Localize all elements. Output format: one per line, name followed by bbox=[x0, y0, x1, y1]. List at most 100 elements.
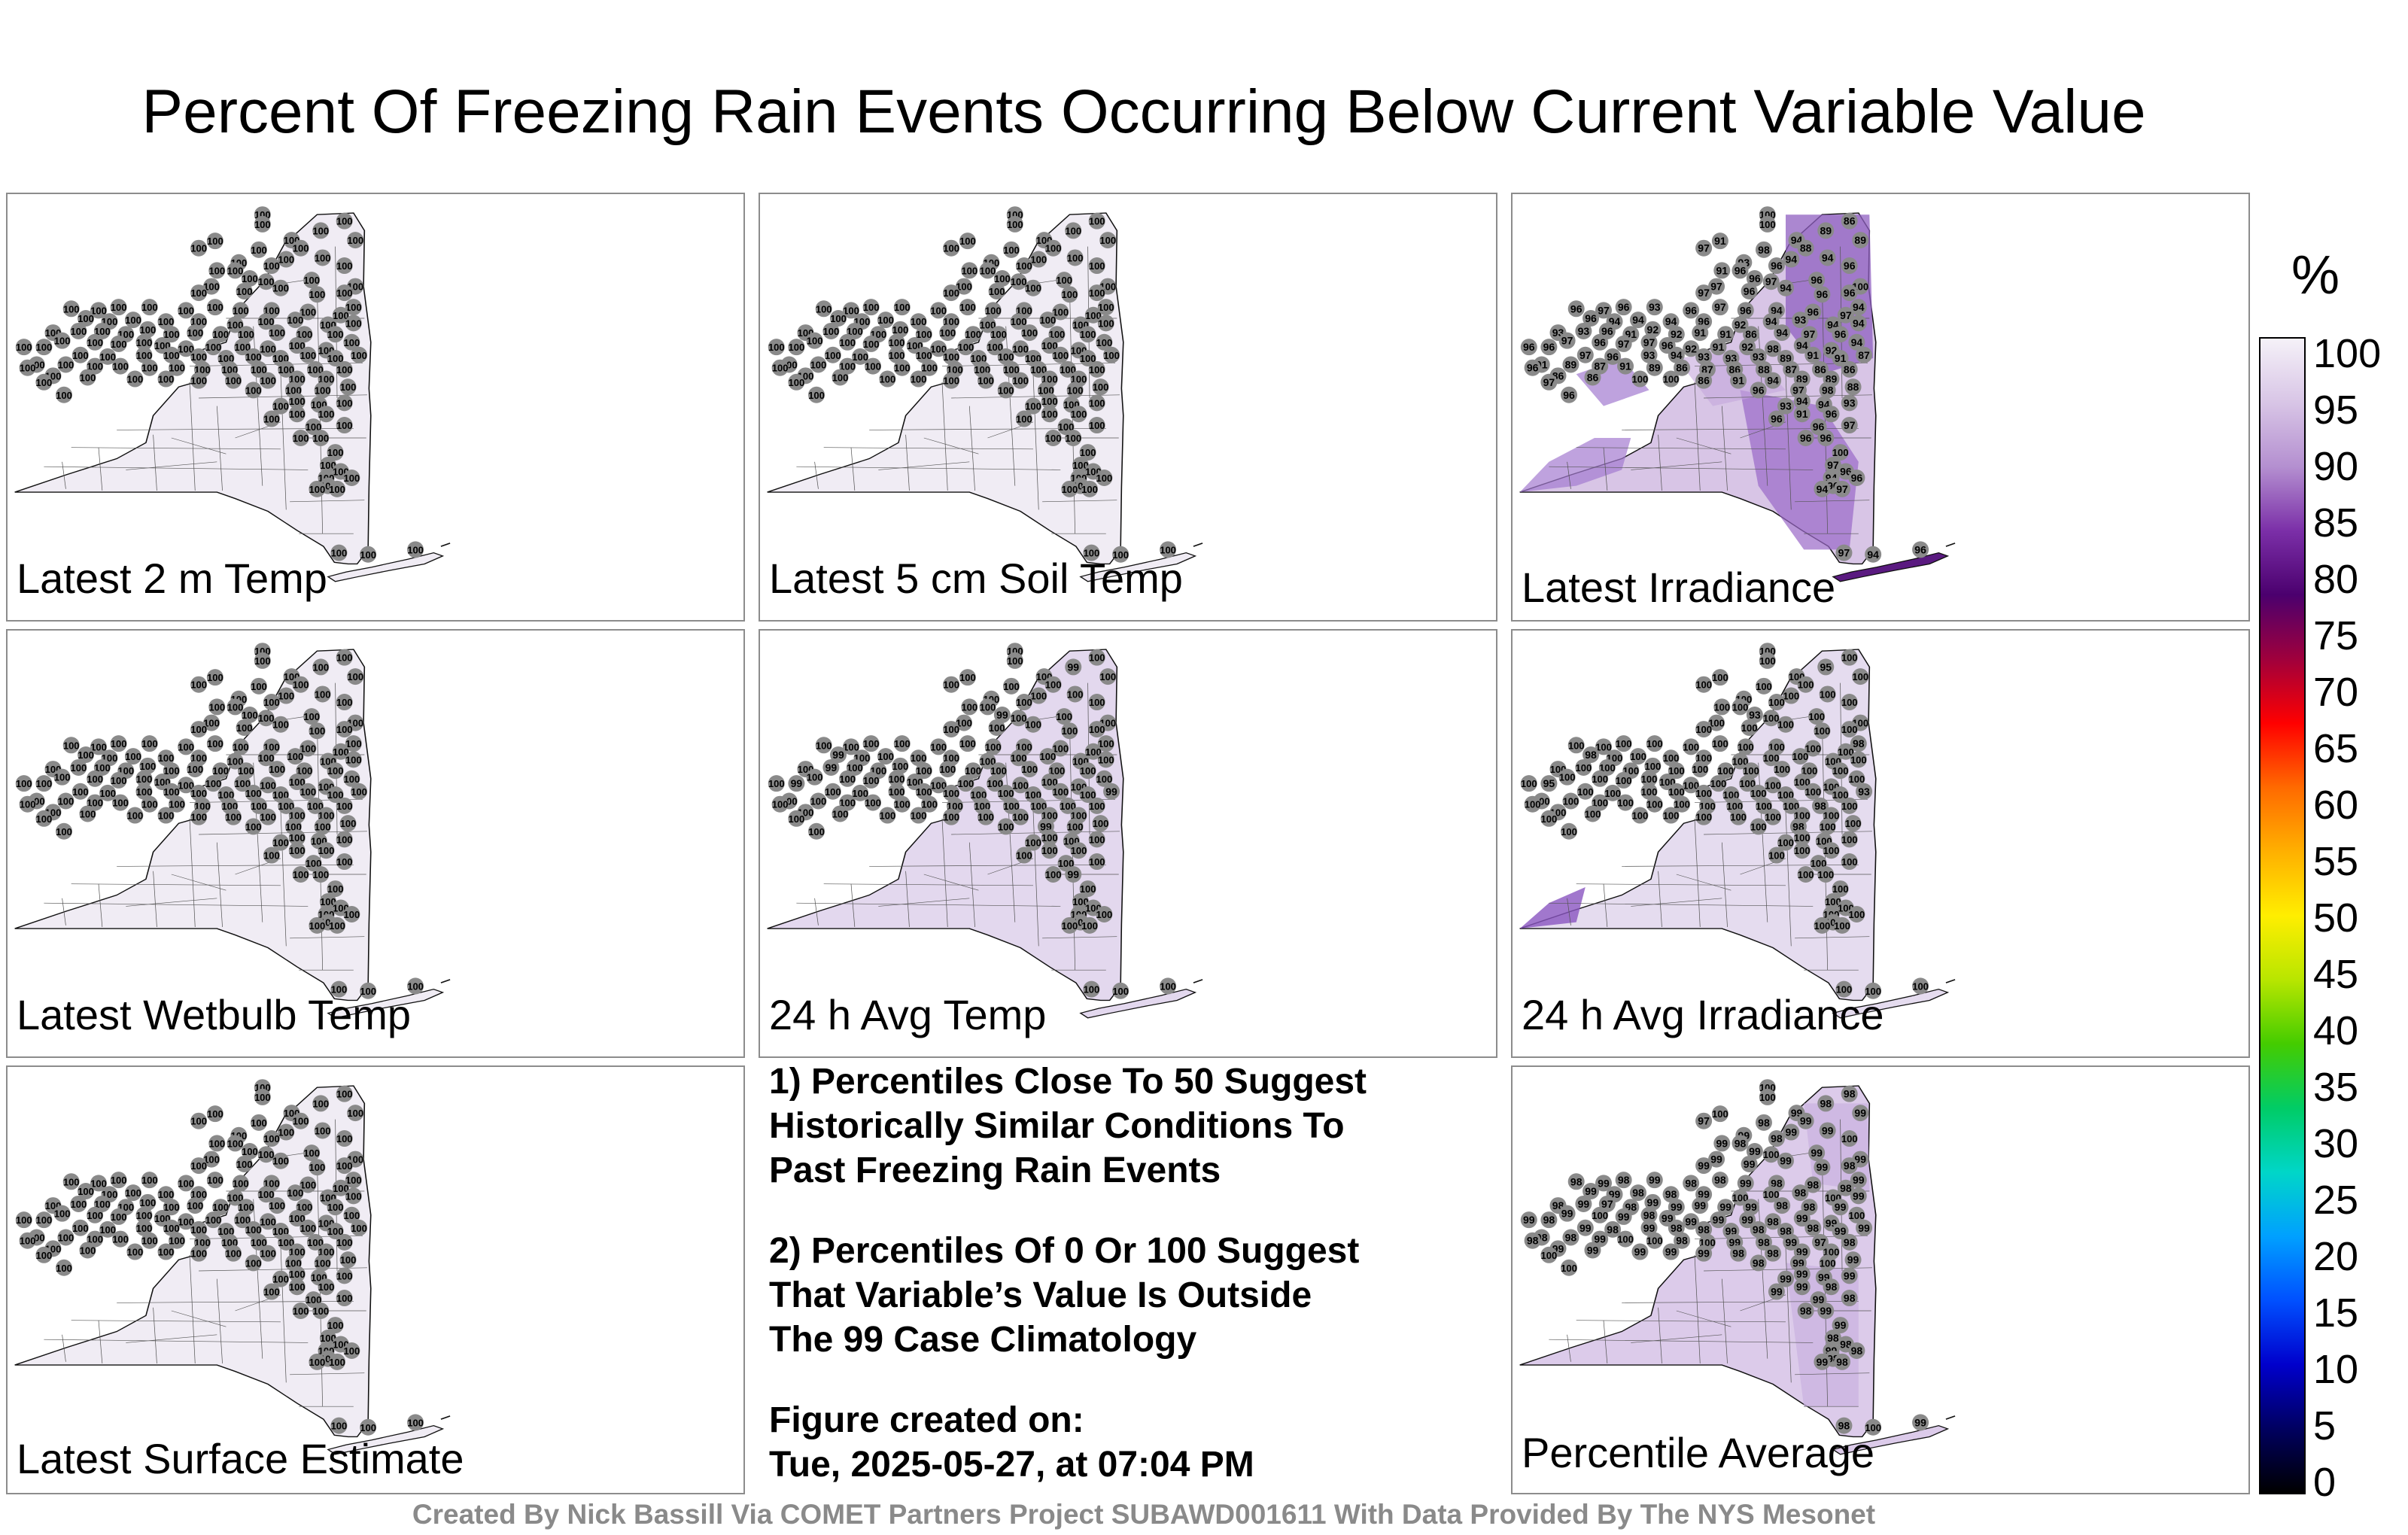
station-marker: 100 bbox=[1025, 716, 1041, 733]
station-marker: 100 bbox=[157, 1243, 175, 1260]
station-marker: 100 bbox=[360, 982, 377, 999]
station-marker: 100 bbox=[892, 757, 909, 774]
station-marker: 100 bbox=[1059, 797, 1076, 814]
svg-text:100: 100 bbox=[1568, 740, 1585, 751]
station-marker: 100 bbox=[1540, 810, 1558, 827]
svg-text:100: 100 bbox=[1717, 765, 1734, 777]
svg-text:100: 100 bbox=[306, 858, 322, 869]
station-marker: 100 bbox=[347, 232, 364, 249]
svg-text:98: 98 bbox=[1822, 384, 1834, 396]
station-marker: 100 bbox=[806, 768, 823, 786]
station-marker: 100 bbox=[1021, 324, 1038, 342]
svg-text:100: 100 bbox=[807, 336, 823, 347]
station-marker: 100 bbox=[336, 797, 353, 814]
station-marker: 100 bbox=[930, 738, 947, 755]
station-marker: 100 bbox=[1777, 716, 1794, 733]
svg-text:100: 100 bbox=[236, 722, 253, 734]
station-marker: 100 bbox=[1640, 783, 1658, 800]
svg-text:100: 100 bbox=[1712, 672, 1728, 683]
station-marker: 100 bbox=[862, 299, 880, 316]
station-marker: 100 bbox=[299, 783, 317, 800]
station-marker: 93 bbox=[1856, 783, 1873, 800]
svg-text:86: 86 bbox=[1844, 363, 1856, 375]
svg-text:100: 100 bbox=[336, 1270, 353, 1281]
svg-text:99: 99 bbox=[1771, 1286, 1783, 1298]
svg-text:99: 99 bbox=[1822, 1124, 1834, 1136]
figure-created-note: Figure created on: Tue, 2025-05-27, at 0… bbox=[769, 1400, 1254, 1485]
svg-text:100: 100 bbox=[336, 364, 353, 375]
svg-text:100: 100 bbox=[1759, 655, 1776, 667]
station-marker: 100 bbox=[330, 1417, 348, 1434]
svg-text:100: 100 bbox=[127, 1247, 144, 1258]
station-marker: 98 bbox=[1755, 1233, 1772, 1251]
svg-text:98: 98 bbox=[1758, 244, 1770, 256]
svg-text:100: 100 bbox=[336, 1089, 353, 1100]
station-marker: 87 bbox=[1783, 360, 1800, 378]
station-marker: 100 bbox=[278, 360, 295, 378]
station-marker: 100 bbox=[407, 1414, 424, 1431]
svg-text:100: 100 bbox=[1741, 722, 1758, 734]
station-marker: 100 bbox=[1010, 749, 1027, 767]
station-marker: 100 bbox=[292, 239, 309, 257]
svg-text:100: 100 bbox=[1683, 780, 1699, 791]
svg-text:94: 94 bbox=[1665, 315, 1677, 327]
station-marker: 100 bbox=[112, 794, 129, 811]
svg-text:100: 100 bbox=[36, 813, 53, 825]
station-marker: 99 bbox=[1558, 1205, 1576, 1222]
svg-text:100: 100 bbox=[1794, 777, 1811, 788]
svg-text:100: 100 bbox=[263, 1133, 280, 1144]
station-marker: 100 bbox=[87, 770, 104, 787]
station-marker: 100 bbox=[1041, 842, 1058, 859]
svg-text:100: 100 bbox=[1592, 798, 1608, 809]
station-marker: 100 bbox=[1066, 685, 1084, 703]
svg-text:100: 100 bbox=[1067, 385, 1084, 396]
station-marker: 100 bbox=[1015, 257, 1032, 275]
station-marker: 100 bbox=[124, 748, 141, 765]
station-marker: 100 bbox=[299, 1176, 317, 1193]
station-marker: 100 bbox=[351, 783, 368, 800]
svg-text:100: 100 bbox=[336, 697, 353, 708]
svg-text:100: 100 bbox=[158, 810, 175, 822]
colorbar-tick-label: 50 bbox=[2313, 895, 2359, 941]
svg-text:99: 99 bbox=[1585, 1185, 1597, 1197]
station-marker: 100 bbox=[250, 1233, 267, 1251]
station-marker: 91 bbox=[1713, 262, 1731, 279]
station-marker: 100 bbox=[977, 808, 995, 825]
station-marker: 100 bbox=[257, 710, 275, 727]
station-marker: 100 bbox=[318, 1278, 335, 1296]
station-marker: 100 bbox=[250, 1114, 267, 1131]
svg-text:100: 100 bbox=[309, 1162, 326, 1173]
svg-text:100: 100 bbox=[80, 1245, 96, 1256]
svg-text:100: 100 bbox=[843, 305, 859, 316]
station-marker: 99 bbox=[1717, 1199, 1735, 1216]
station-marker: 100 bbox=[808, 386, 825, 403]
station-marker: 100 bbox=[56, 1259, 73, 1276]
station-marker: 100 bbox=[124, 1184, 141, 1202]
svg-text:100: 100 bbox=[823, 326, 840, 337]
station-marker: 100 bbox=[260, 340, 277, 357]
station-marker: 100 bbox=[260, 372, 277, 389]
station-marker: 100 bbox=[343, 333, 360, 351]
svg-text:100: 100 bbox=[111, 302, 127, 313]
svg-text:94: 94 bbox=[1776, 327, 1788, 339]
svg-text:100: 100 bbox=[278, 254, 294, 266]
station-marker: 100 bbox=[1010, 313, 1027, 330]
svg-text:100: 100 bbox=[1692, 764, 1708, 775]
station-marker: 100 bbox=[343, 906, 360, 923]
station-marker: 100 bbox=[135, 1219, 153, 1236]
svg-text:97: 97 bbox=[1618, 338, 1630, 350]
station-marker: 100 bbox=[336, 212, 353, 229]
svg-text:100: 100 bbox=[238, 1202, 254, 1213]
station-marker: 100 bbox=[988, 719, 1005, 736]
station-marker: 100 bbox=[1025, 397, 1041, 415]
station-marker: 96 bbox=[1615, 299, 1632, 316]
station-marker: 100 bbox=[336, 694, 353, 711]
svg-text:99: 99 bbox=[1813, 1293, 1825, 1306]
station-marker: 100 bbox=[815, 300, 832, 318]
svg-text:100: 100 bbox=[207, 302, 223, 313]
svg-text:100: 100 bbox=[111, 738, 127, 749]
svg-text:100: 100 bbox=[1012, 812, 1029, 823]
colorbar-tick-label: 40 bbox=[2313, 1008, 2359, 1053]
station-marker: 87 bbox=[1856, 346, 1873, 363]
station-marker: 100 bbox=[1041, 774, 1058, 791]
